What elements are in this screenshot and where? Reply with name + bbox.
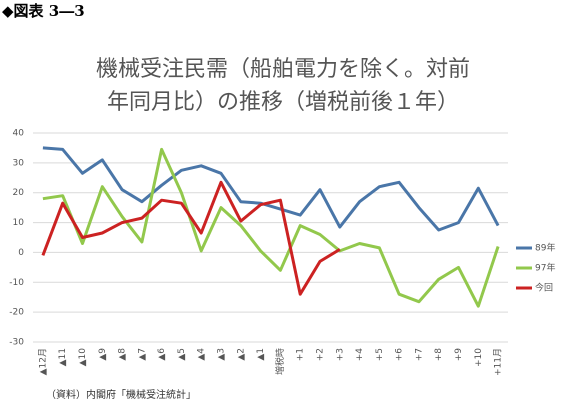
x-tick-label: +4 xyxy=(355,348,365,362)
x-tick-label: +1 xyxy=(296,348,306,361)
y-tick-label: 0 xyxy=(18,248,24,258)
series-line xyxy=(41,180,341,296)
x-tick-label: ▲11 xyxy=(58,348,68,366)
x-tick-label: +2 xyxy=(315,348,325,361)
x-tick-label: ▲6 xyxy=(157,348,167,361)
x-tick-label: +11月 xyxy=(493,348,504,376)
x-tick-label: ▲4 xyxy=(197,348,207,361)
x-tick-label: +3 xyxy=(335,348,345,361)
x-tick-label: ▲12月 xyxy=(37,348,48,375)
legend-label: 89年 xyxy=(535,242,555,254)
y-tick-label: 10 xyxy=(13,218,25,228)
chart-title: 機械受注民需（船舶電力を除く。対前 xyxy=(96,57,470,82)
x-tick-label: ▲5 xyxy=(177,348,187,361)
legend-label: 今回 xyxy=(535,282,553,294)
chart-title: 年同月比）の推移（増税前後１年） xyxy=(107,90,459,115)
x-tick-label: ▲3 xyxy=(217,348,227,361)
y-tick-label: -10 xyxy=(9,278,24,288)
y-tick-label: 40 xyxy=(13,129,25,139)
x-tick-label: +9 xyxy=(454,348,464,362)
x-tick-label: ▲8 xyxy=(118,348,128,361)
series-line xyxy=(42,146,500,232)
y-tick-label: -30 xyxy=(9,338,24,348)
x-tick-label: +8 xyxy=(434,348,444,362)
x-tick-label: +10 xyxy=(474,348,484,367)
y-tick-label: -20 xyxy=(9,308,24,318)
x-tick-label: ▲1 xyxy=(256,348,266,361)
y-tick-label: 30 xyxy=(13,158,25,168)
source-note: （資料）内閣府「機械受注統計」 xyxy=(46,388,196,401)
x-tick-label: +7 xyxy=(414,348,424,361)
y-tick-label: 20 xyxy=(13,188,25,198)
x-tick-label: ▲10 xyxy=(78,348,88,367)
x-tick-label: ▲2 xyxy=(236,348,246,361)
legend-label: 97年 xyxy=(535,262,555,274)
x-tick-label: +5 xyxy=(375,348,385,361)
series-line xyxy=(42,147,500,308)
x-tick-label: ▲9 xyxy=(98,348,108,361)
x-tick-label: +6 xyxy=(395,348,405,362)
x-tick-label: ▲7 xyxy=(137,348,147,361)
x-tick-label: 増税時 xyxy=(274,348,286,375)
header: ◆図表 3―3 xyxy=(2,2,85,20)
